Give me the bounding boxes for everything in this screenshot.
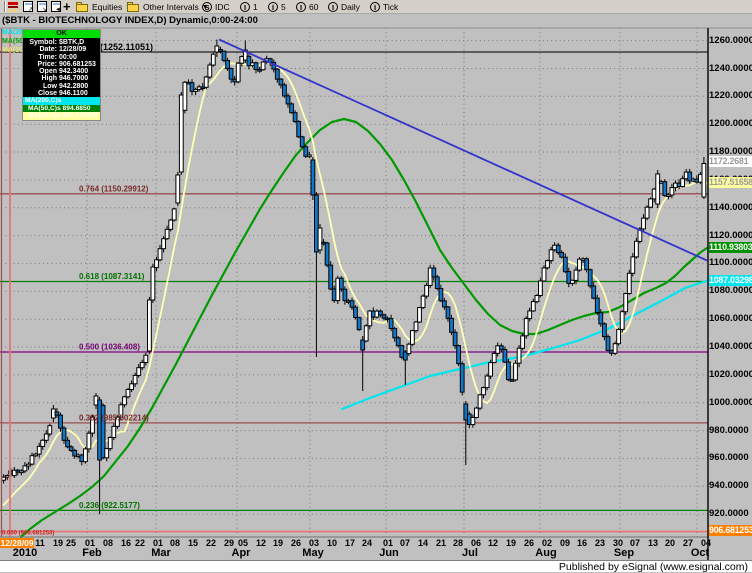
svg-text:0.382 (985.502214): 0.382 (985.502214) [79, 414, 149, 423]
svg-text:(1252.11051): (1252.11051) [100, 42, 153, 52]
svg-text:0.764 (1150.29912): 0.764 (1150.29912) [79, 185, 149, 194]
svg-text:0.236 (922.5177): 0.236 (922.5177) [79, 501, 140, 510]
svg-text:0.000 (906.681253): 0.000 (906.681253) [2, 531, 54, 537]
svg-text:0.618 (1087.3141): 0.618 (1087.3141) [79, 272, 145, 281]
svg-text:0.500 (1036.408): 0.500 (1036.408) [79, 343, 140, 352]
